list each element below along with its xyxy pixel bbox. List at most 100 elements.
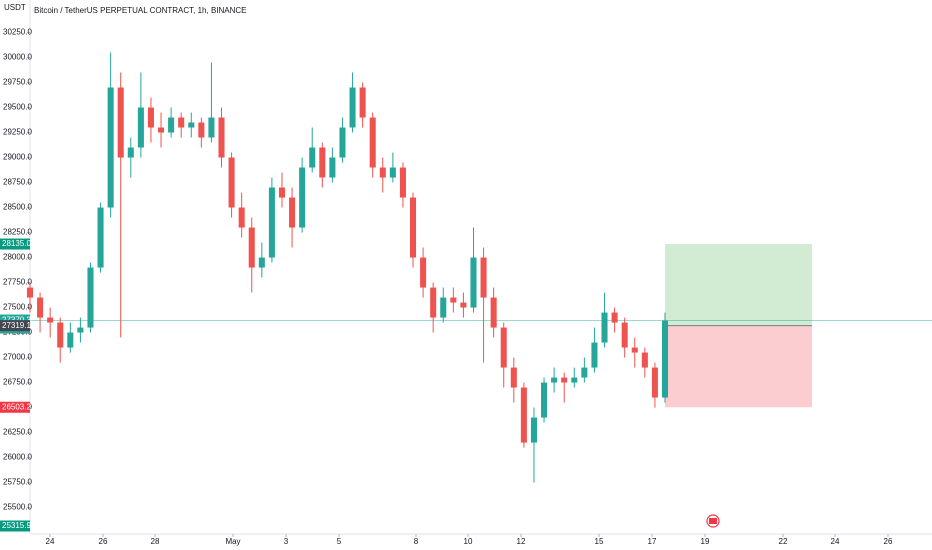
candle-body	[490, 297, 497, 328]
candle-body	[107, 87, 114, 208]
loss-zone	[665, 325, 812, 408]
price-badge-label: 27370.3	[2, 316, 31, 325]
y-tick-label: 30250.0	[3, 28, 32, 37]
candle-body	[530, 417, 537, 443]
y-tick-label: 25750.0	[3, 478, 32, 487]
x-tick-label: May	[225, 537, 240, 546]
candle-body	[97, 207, 104, 268]
candle-body	[47, 317, 54, 323]
candle-body	[641, 352, 648, 368]
candle-body	[661, 320, 669, 398]
y-tick-label: 29500.0	[3, 103, 32, 112]
candle-body	[561, 377, 568, 383]
candle-body	[480, 257, 487, 298]
y-tick-label: 30000.0	[3, 53, 32, 62]
x-tick-label: 12	[517, 537, 526, 546]
candle-body	[651, 367, 658, 398]
candle-body	[621, 322, 628, 348]
price-badge	[0, 401, 30, 413]
candle-body	[379, 167, 386, 178]
candle-body	[147, 107, 154, 128]
x-tick-label: 19	[701, 537, 710, 546]
candle-body	[228, 157, 235, 208]
candle-body	[57, 322, 64, 348]
candle-body	[309, 147, 316, 168]
y-tick-label: 28500.0	[3, 203, 32, 212]
y-tick-label: 26250.0	[3, 428, 32, 437]
candle-body	[329, 157, 336, 178]
candle-body	[430, 287, 437, 318]
candle-body	[369, 117, 376, 168]
candle-body	[520, 387, 527, 443]
candle-body	[188, 122, 195, 128]
candle-body	[218, 117, 225, 158]
candle-body	[117, 87, 124, 158]
candle-body	[349, 87, 356, 128]
x-tick-label: 28	[151, 537, 160, 546]
x-tick-label: 5	[337, 537, 342, 546]
y-tick-label: 27750.0	[3, 278, 32, 287]
candle-body	[208, 117, 215, 138]
y-tick-label: 26750.0	[3, 378, 32, 387]
event-icon[interactable]	[706, 514, 720, 528]
y-tick-label: 26000.0	[3, 453, 32, 462]
x-tick-label: 17	[648, 537, 657, 546]
candle-body	[268, 187, 275, 258]
candle-body	[137, 107, 144, 148]
candle-body	[450, 297, 457, 303]
candle-body	[67, 332, 74, 348]
candle-body	[127, 147, 134, 158]
price-badge	[0, 238, 30, 250]
y-tick-label: 28750.0	[3, 178, 32, 187]
x-tick-label: 15	[595, 537, 604, 546]
x-tick-label: 8	[414, 537, 419, 546]
y-tick-label: 25500.0	[3, 503, 32, 512]
candle-body	[37, 297, 44, 318]
y-tick-label: 28250.0	[3, 228, 32, 237]
candle-body	[551, 377, 558, 383]
price-badge-label: 27319.1	[2, 321, 31, 330]
price-badge	[0, 520, 30, 532]
candle-body	[399, 167, 406, 198]
candle-body	[389, 167, 396, 178]
candle-body	[289, 197, 296, 228]
candle-body	[591, 342, 598, 368]
candle-body	[541, 382, 548, 418]
currency: USDT	[4, 3, 26, 12]
candle-body	[168, 117, 175, 133]
candle-body	[571, 377, 578, 383]
x-tick-label: 26	[884, 537, 893, 546]
y-tick-label: 29000.0	[3, 153, 32, 162]
x-tick-label: 10	[464, 537, 473, 546]
price-badge-label: 25315.9	[2, 521, 31, 530]
candle-body	[460, 302, 467, 308]
price-badge-label: 26503.2	[2, 402, 31, 411]
candle-body	[248, 227, 255, 268]
candle-body	[178, 117, 185, 128]
candle-body	[500, 327, 507, 368]
candle-body	[26, 287, 34, 298]
candle-body	[581, 367, 588, 378]
y-tick-label: 29750.0	[3, 78, 32, 87]
y-tick-label: 27000.0	[3, 353, 32, 362]
x-tick-label: 24	[831, 537, 840, 546]
candle-body	[299, 167, 306, 228]
candle-body	[319, 147, 326, 178]
candle-body	[339, 127, 346, 158]
candle-body	[409, 197, 417, 258]
candle-body	[258, 257, 265, 268]
profit-zone	[665, 244, 812, 326]
price-badge	[0, 320, 30, 332]
y-tick-label: 27500.0	[3, 303, 32, 312]
candle-body	[420, 257, 427, 288]
x-tick-label: 3	[284, 537, 289, 546]
candle-body	[601, 312, 608, 343]
chart-title: Bitcoin / TetherUS PERPETUAL CONTRACT, 1…	[34, 6, 247, 15]
y-tick-label: 28000.0	[3, 253, 32, 262]
x-tick-label: 26	[99, 537, 108, 546]
candle-body	[359, 87, 366, 118]
candle-body	[158, 127, 165, 133]
